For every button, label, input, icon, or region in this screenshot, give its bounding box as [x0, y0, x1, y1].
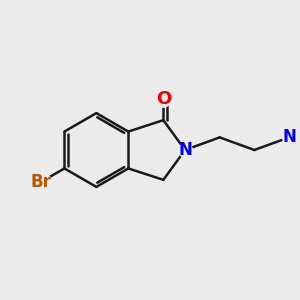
Text: O: O [156, 90, 171, 108]
Text: N: N [282, 128, 296, 146]
Text: Br: Br [30, 173, 51, 191]
Text: N: N [178, 141, 192, 159]
